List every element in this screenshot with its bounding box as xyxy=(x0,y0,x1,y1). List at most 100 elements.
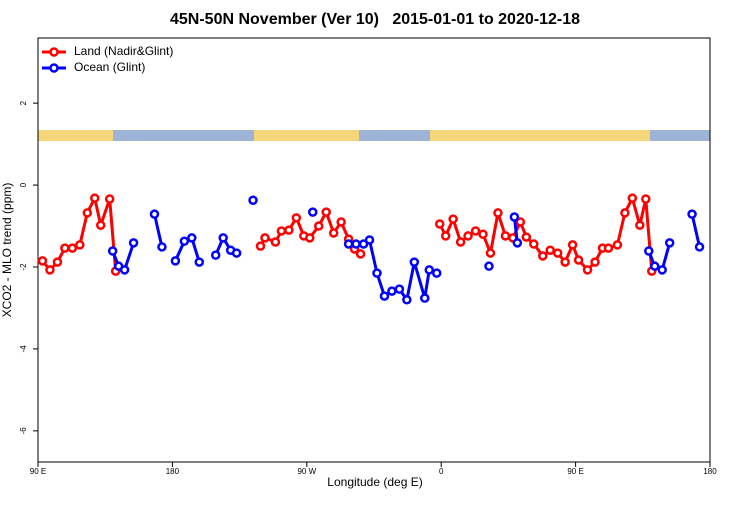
data-point xyxy=(573,255,584,265)
data-point xyxy=(351,239,361,249)
data-point xyxy=(210,250,221,260)
data-point xyxy=(248,195,258,205)
data-point xyxy=(107,246,118,256)
data-point xyxy=(270,237,281,247)
land-strip xyxy=(430,130,650,141)
data-point xyxy=(128,238,139,248)
legend-label: Ocean (Glint) xyxy=(74,60,145,74)
data-point xyxy=(231,248,242,258)
data-point xyxy=(567,240,578,250)
legend-marker xyxy=(49,63,59,73)
data-point xyxy=(355,249,366,259)
data-point xyxy=(149,209,160,219)
data-point xyxy=(635,220,645,230)
data-point xyxy=(67,243,78,253)
data-point xyxy=(276,226,287,236)
data-point xyxy=(612,240,623,250)
data-point xyxy=(402,295,412,305)
data-point xyxy=(448,214,458,224)
data-point xyxy=(218,233,228,243)
x-tick-label: 90 E xyxy=(30,467,46,476)
data-point xyxy=(89,193,100,203)
data-point xyxy=(649,261,660,271)
data-point xyxy=(194,257,205,267)
data-point xyxy=(187,233,197,243)
land-ocean-strip xyxy=(38,130,710,141)
land-strip xyxy=(254,130,359,141)
data-point xyxy=(455,237,466,247)
data-point xyxy=(694,242,705,252)
data-point xyxy=(664,238,675,248)
legend-marker xyxy=(49,47,59,57)
data-point xyxy=(52,257,63,267)
data-point xyxy=(308,207,318,217)
x-axis-label: Longitude (deg E) xyxy=(327,475,422,489)
data-point xyxy=(560,257,570,267)
y-tick-label: -2 xyxy=(19,263,28,271)
land-strip xyxy=(38,130,113,141)
y-tick-label: -4 xyxy=(19,345,28,353)
y-tick-label: -6 xyxy=(19,427,28,435)
data-point xyxy=(440,231,451,241)
data-point xyxy=(37,256,48,266)
data-point xyxy=(157,242,167,252)
data-point xyxy=(260,233,270,243)
legend-label: Land (Nadir&Glint) xyxy=(74,44,173,58)
data-point xyxy=(582,265,593,275)
data-point xyxy=(170,256,181,266)
data-point xyxy=(336,217,346,227)
data-point xyxy=(463,231,473,241)
data-point xyxy=(434,219,445,229)
data-point xyxy=(420,293,430,303)
data-point xyxy=(603,243,614,253)
data-point xyxy=(321,207,331,217)
data-point xyxy=(509,212,520,222)
data-point xyxy=(60,243,70,253)
data-point xyxy=(45,265,55,275)
data-point xyxy=(478,229,488,239)
data-point xyxy=(284,225,294,235)
x-tick-label: 180 xyxy=(166,467,180,476)
data-point xyxy=(424,265,435,275)
data-point xyxy=(521,232,532,242)
data-point xyxy=(119,265,130,275)
x-tick-label: 90 E xyxy=(567,467,583,476)
plot-frame xyxy=(37,37,711,463)
ocean-strip xyxy=(38,130,710,141)
data-point xyxy=(75,240,85,250)
data-point xyxy=(394,284,405,294)
data-point xyxy=(358,239,369,249)
data-point xyxy=(687,209,697,219)
data-point xyxy=(364,235,375,245)
chart-title: 45N-50N November (Ver 10) 2015-01-01 to … xyxy=(170,11,580,28)
data-point xyxy=(590,257,600,267)
y-tick-label: 2 xyxy=(19,100,28,105)
data-point xyxy=(104,194,115,204)
data-point xyxy=(512,238,523,248)
data-point xyxy=(657,265,667,275)
data-point xyxy=(644,246,654,256)
data-point xyxy=(409,257,420,267)
data-point xyxy=(500,231,511,241)
data-point xyxy=(529,239,539,249)
data-point xyxy=(545,245,555,255)
data-point xyxy=(641,194,651,204)
data-point xyxy=(537,251,548,261)
data-point xyxy=(95,220,106,230)
data-point xyxy=(343,239,354,249)
data-point xyxy=(372,268,382,278)
data-point xyxy=(515,217,526,227)
data-point xyxy=(620,208,630,218)
data-point xyxy=(484,261,494,271)
data-point xyxy=(305,233,315,243)
data-point xyxy=(291,213,302,223)
x-tick-label: 180 xyxy=(703,467,717,476)
data-point xyxy=(379,291,390,301)
data-point xyxy=(328,228,339,238)
data-point xyxy=(552,248,563,258)
data-point xyxy=(255,241,266,251)
data-point xyxy=(485,248,496,258)
x-tick-label: 90 W xyxy=(297,467,316,476)
